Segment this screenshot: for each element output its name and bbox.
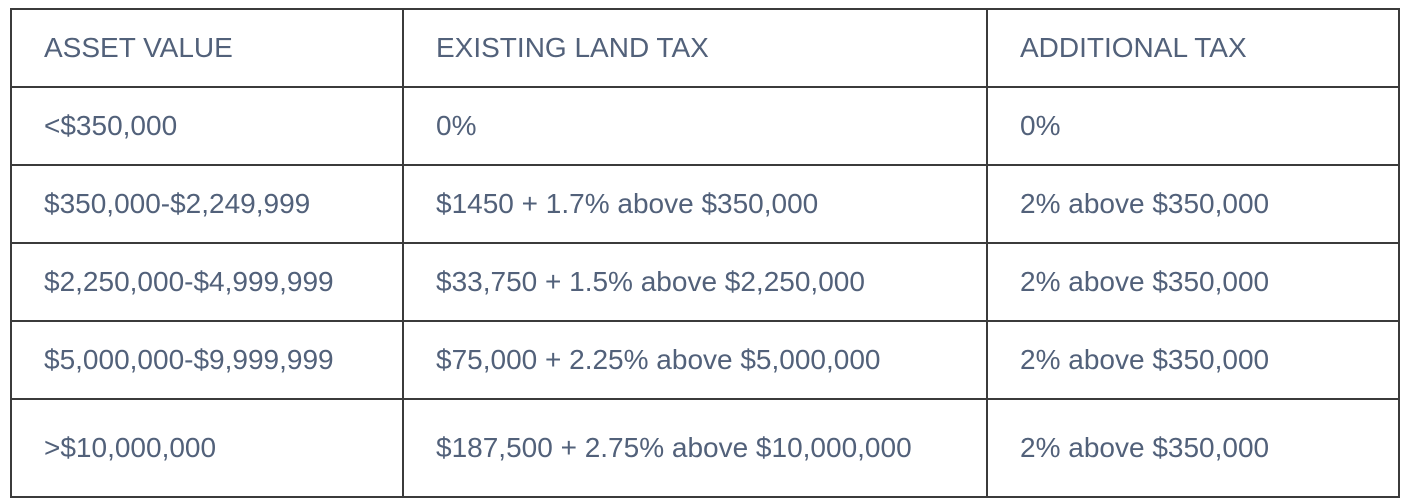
cell-existing-land-tax: $187,500 + 2.75% above $10,000,000 bbox=[402, 398, 988, 498]
header-additional-tax: ADDITIONAL TAX bbox=[986, 8, 1400, 88]
cell-asset-value: $5,000,000-$9,999,999 bbox=[10, 320, 404, 400]
cell-additional-tax: 2% above $350,000 bbox=[986, 320, 1400, 400]
table-row: $350,000-$2,249,999 $1450 + 1.7% above $… bbox=[10, 164, 1400, 244]
table-row: >$10,000,000 $187,500 + 2.75% above $10,… bbox=[10, 398, 1400, 498]
cell-existing-land-tax: $1450 + 1.7% above $350,000 bbox=[402, 164, 988, 244]
cell-additional-tax: 2% above $350,000 bbox=[986, 164, 1400, 244]
tax-table-container: ASSET VALUE EXISTING LAND TAX ADDITIONAL… bbox=[10, 8, 1400, 498]
cell-additional-tax: 2% above $350,000 bbox=[986, 242, 1400, 322]
cell-existing-land-tax: $33,750 + 1.5% above $2,250,000 bbox=[402, 242, 988, 322]
cell-additional-tax: 2% above $350,000 bbox=[986, 398, 1400, 498]
cell-asset-value: $350,000-$2,249,999 bbox=[10, 164, 404, 244]
cell-asset-value: <$350,000 bbox=[10, 86, 404, 166]
cell-existing-land-tax: $75,000 + 2.25% above $5,000,000 bbox=[402, 320, 988, 400]
cell-additional-tax: 0% bbox=[986, 86, 1400, 166]
header-asset-value: ASSET VALUE bbox=[10, 8, 404, 88]
header-existing-land-tax: EXISTING LAND TAX bbox=[402, 8, 988, 88]
table-row: $5,000,000-$9,999,999 $75,000 + 2.25% ab… bbox=[10, 320, 1400, 400]
table-row: <$350,000 0% 0% bbox=[10, 86, 1400, 166]
cell-existing-land-tax: 0% bbox=[402, 86, 988, 166]
cell-asset-value: $2,250,000-$4,999,999 bbox=[10, 242, 404, 322]
cell-asset-value: >$10,000,000 bbox=[10, 398, 404, 498]
table-row: $2,250,000-$4,999,999 $33,750 + 1.5% abo… bbox=[10, 242, 1400, 322]
land-tax-table: ASSET VALUE EXISTING LAND TAX ADDITIONAL… bbox=[10, 8, 1400, 498]
table-header-row: ASSET VALUE EXISTING LAND TAX ADDITIONAL… bbox=[10, 8, 1400, 88]
